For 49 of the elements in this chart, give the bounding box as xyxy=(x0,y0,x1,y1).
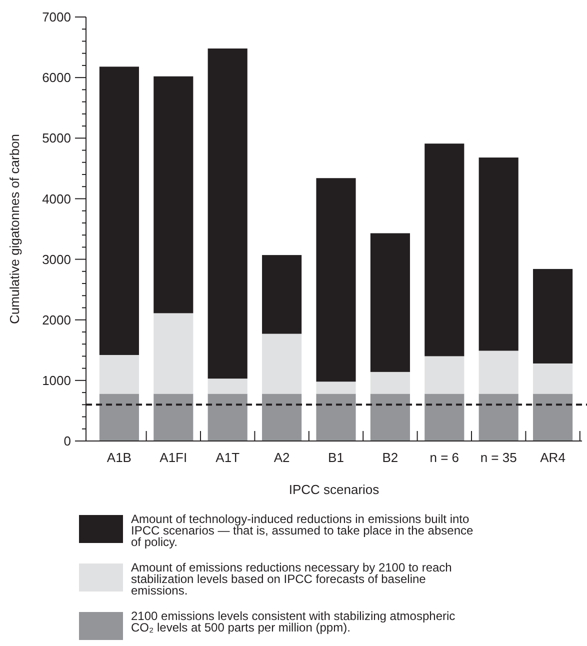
x-tick-label: B2 xyxy=(382,450,398,465)
bar xyxy=(370,372,410,394)
y-tick-label: 4000 xyxy=(42,191,71,206)
bar xyxy=(262,394,302,441)
bar xyxy=(208,394,248,441)
bar xyxy=(208,48,248,379)
bar xyxy=(478,158,518,351)
bar xyxy=(99,354,139,394)
bar xyxy=(262,255,302,334)
x-tick-label: n = 6 xyxy=(430,450,460,465)
x-tick-label: n = 35 xyxy=(480,450,517,465)
bar xyxy=(424,356,464,394)
bar xyxy=(262,334,302,394)
bar xyxy=(478,394,518,441)
bar xyxy=(154,76,194,314)
bar xyxy=(316,178,356,382)
bar xyxy=(370,233,410,372)
y-axis-title: Cumulative gigatonnes of carbon xyxy=(7,134,22,324)
y-tick-label: 3000 xyxy=(42,252,71,267)
y-tick-label: 5000 xyxy=(42,130,71,146)
bar xyxy=(424,394,464,441)
x-tick-label: B1 xyxy=(328,450,344,465)
y-tick-label: 0 xyxy=(64,434,71,449)
legend-label: Amount of emissions reductions necessary by 2100 to reach stabilization levels based on IPCC forecasts of baseline emissions. xyxy=(131,560,452,598)
bar xyxy=(154,313,194,394)
x-tick-label: AR4 xyxy=(540,450,566,465)
y-tick-label: 1000 xyxy=(42,372,71,388)
x-axis-title: IPCC scenarios xyxy=(288,482,380,497)
bar xyxy=(99,394,139,441)
bar xyxy=(533,363,573,394)
legend-label: 2100 emissions levels consistent with stabilizing atmospheric CO₂ levels at 500 parts per million (ppm). xyxy=(131,609,456,634)
y-tick-label: 2000 xyxy=(42,312,71,328)
x-tick-label: A1B xyxy=(106,450,132,465)
bar xyxy=(208,378,248,394)
legend-label: Amount of technology-induced reductions in emissions built into IPCC scenarios — that is, assumed to take place in the absence of policy. xyxy=(131,512,474,549)
bar xyxy=(533,394,573,441)
bar xyxy=(154,394,194,441)
bar xyxy=(316,394,356,441)
bar xyxy=(424,144,464,356)
y-tick-label: 6000 xyxy=(42,70,71,86)
bar xyxy=(370,394,410,441)
bar xyxy=(316,382,356,394)
x-tick-label: A1FI xyxy=(160,450,188,465)
bar xyxy=(533,268,573,364)
x-tick-label: A2 xyxy=(274,450,290,465)
bar xyxy=(99,66,139,355)
y-tick-label: 7000 xyxy=(42,10,71,25)
x-tick-label: A1T xyxy=(216,450,240,465)
bar xyxy=(478,350,518,394)
